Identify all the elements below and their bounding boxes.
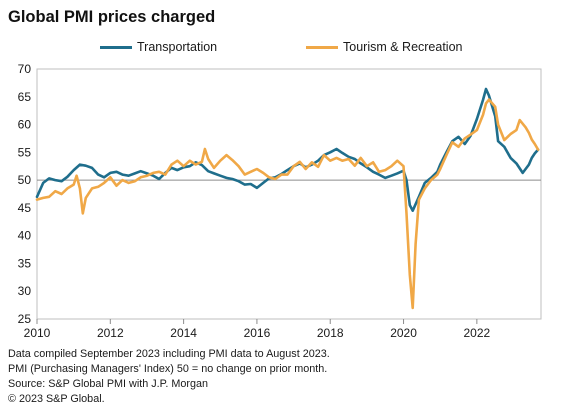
y-tick-label-40: 40: [18, 229, 32, 243]
series-line-transportation: [35, 87, 540, 212]
x-tick-label-2010: 2010: [24, 326, 51, 340]
legend-swatch-transportation: [100, 45, 132, 49]
y-tick-label-25: 25: [18, 312, 32, 326]
note-data-compiled: Data compiled September 2023 including P…: [8, 348, 330, 360]
y-tick-label-30: 30: [18, 284, 32, 298]
y-tick-label-70: 70: [18, 62, 32, 76]
note-pmi-definition: PMI (Purchasing Managers' Index) 50 = no…: [8, 363, 328, 375]
x-tick-label-2016: 2016: [244, 326, 271, 340]
y-tick-label-50: 50: [18, 173, 32, 187]
y-tick-label-60: 60: [18, 118, 32, 132]
note-copyright: © 2023 S&P Global.: [8, 393, 105, 405]
x-tick-label-2020: 2020: [390, 326, 417, 340]
y-tick-label-45: 45: [18, 201, 32, 215]
y-tick-label-65: 65: [18, 90, 32, 104]
legend-label-transportation: Transportation: [137, 40, 218, 54]
chart-legend: Transportation Tourism & Recreation: [0, 40, 572, 58]
legend-swatch-tourism: [306, 45, 338, 49]
note-source: Source: S&P Global PMI with J.P. Morgan: [8, 378, 209, 390]
x-tick-label-2012: 2012: [97, 326, 124, 340]
legend-item-tourism: Tourism & Recreation: [306, 40, 463, 54]
x-tick-label-2014: 2014: [170, 326, 197, 340]
chart-title: Global PMI prices charged: [8, 8, 216, 26]
y-tick-label-35: 35: [18, 256, 32, 270]
series-line-tourism-recreation: [35, 98, 540, 310]
plot-area-frame: [36, 68, 542, 320]
y-tick-label-55: 55: [18, 145, 32, 159]
legend-label-tourism: Tourism & Recreation: [343, 40, 463, 54]
chart-notes: Data compiled September 2023 including P…: [8, 347, 330, 407]
x-tick-label-2018: 2018: [317, 326, 344, 340]
x-tick-label-2022: 2022: [464, 326, 491, 340]
legend-item-transportation: Transportation: [100, 40, 217, 54]
